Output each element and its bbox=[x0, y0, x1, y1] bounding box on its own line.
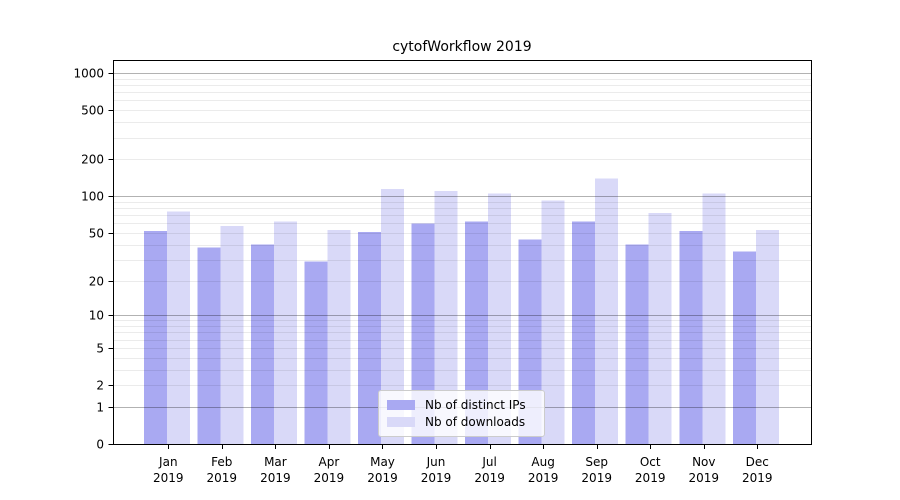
x-tick-label-month-nov-2019: Nov bbox=[692, 455, 715, 469]
bar-dec-2019-distinct-ips bbox=[732, 251, 756, 444]
bar-nov-2019-distinct-ips bbox=[679, 230, 703, 444]
x-tick-label-month-dec-2019: Dec bbox=[746, 455, 769, 469]
bar-jun-2019-distinct-ips bbox=[411, 223, 435, 444]
bar-apr-2019-downloads bbox=[327, 229, 351, 444]
bar-aug-2019-downloads bbox=[541, 200, 565, 444]
bar-jul-2019-downloads bbox=[488, 193, 512, 444]
bar-nov-2019-downloads bbox=[702, 193, 726, 444]
x-tick-label-year-mar-2019: 2019 bbox=[260, 471, 291, 485]
x-tick-label-year-jul-2019: 2019 bbox=[474, 471, 505, 485]
bar-oct-2019-distinct-ips bbox=[625, 244, 649, 444]
x-tick-label-year-nov-2019: 2019 bbox=[689, 471, 720, 485]
legend-label-downloads: Nb of downloads bbox=[425, 415, 526, 430]
bar-may-2019-distinct-ips bbox=[358, 231, 381, 444]
bar-dec-2019-downloads bbox=[755, 229, 779, 444]
x-tick-label-month-mar-2019: Mar bbox=[264, 455, 287, 469]
x-tick-label-month-feb-2019: Feb bbox=[211, 455, 232, 469]
x-tick-label-year-feb-2019: 2019 bbox=[207, 471, 238, 485]
bar-sep-2019-distinct-ips bbox=[572, 221, 596, 444]
bar-apr-2019-distinct-ips bbox=[304, 261, 328, 444]
x-tick-label-month-sep-2019: Sep bbox=[585, 455, 608, 469]
y-tick-label-1000: 1000 bbox=[73, 67, 104, 81]
legend-swatch-distinct-ips bbox=[387, 399, 415, 410]
chart-title: cytofWorkflow 2019 bbox=[392, 39, 531, 55]
bar-oct-2019-downloads bbox=[648, 212, 672, 444]
y-tick-label-2: 2 bbox=[96, 379, 104, 393]
y-tick-label-5: 5 bbox=[96, 342, 104, 356]
y-tick-label-500: 500 bbox=[81, 104, 104, 118]
minor-gridlines bbox=[113, 79, 811, 386]
legend-swatch-downloads bbox=[387, 417, 415, 428]
x-tick-label-month-may-2019: May bbox=[370, 455, 395, 469]
x-tick-label-month-jan-2019: Jan bbox=[158, 455, 178, 469]
y-tick-label-200: 200 bbox=[81, 153, 104, 167]
x-tick-label-year-sep-2019: 2019 bbox=[581, 471, 612, 485]
x-tick-label-year-may-2019: 2019 bbox=[367, 471, 398, 485]
x-tick-label-year-jan-2019: 2019 bbox=[153, 471, 184, 485]
bar-jul-2019-distinct-ips bbox=[465, 221, 489, 444]
y-tick-label-0: 0 bbox=[96, 438, 104, 452]
x-tick-label-year-dec-2019: 2019 bbox=[742, 471, 773, 485]
bar-jun-2019-downloads bbox=[434, 191, 458, 444]
y-tick-label-100: 100 bbox=[81, 190, 104, 204]
bar-jan-2019-downloads bbox=[166, 211, 190, 444]
y-tick-label-1: 1 bbox=[96, 401, 104, 415]
x-tick-label-year-apr-2019: 2019 bbox=[314, 471, 345, 485]
y-tick-label-20: 20 bbox=[89, 275, 104, 289]
x-tick-label-month-apr-2019: Apr bbox=[319, 455, 340, 469]
bar-jan-2019-distinct-ips bbox=[143, 230, 167, 444]
bar-sep-2019-downloads bbox=[595, 178, 619, 445]
x-tick-label-year-aug-2019: 2019 bbox=[528, 471, 559, 485]
bar-feb-2019-downloads bbox=[220, 226, 244, 444]
bar-may-2019-downloads bbox=[381, 188, 404, 444]
legend-item-downloads: Nb of downloads bbox=[387, 415, 536, 429]
x-tick-label-year-oct-2019: 2019 bbox=[635, 471, 666, 485]
y-tick-label-10: 10 bbox=[89, 309, 104, 323]
x-tick-label-month-aug-2019: Aug bbox=[531, 455, 554, 469]
bar-mar-2019-distinct-ips bbox=[250, 244, 274, 444]
bar-mar-2019-downloads bbox=[273, 221, 297, 444]
x-tick-label-year-jun-2019: 2019 bbox=[421, 471, 452, 485]
legend: Nb of distinct IPs Nb of downloads bbox=[378, 390, 545, 437]
bar-feb-2019-distinct-ips bbox=[197, 247, 221, 444]
legend-item-distinct-ips: Nb of distinct IPs bbox=[387, 398, 536, 412]
axes-layer: 0 1 2 5 10 20 50 100 200 500 1000 Jan 2019 Feb 2019 Mar… bbox=[73, 60, 812, 485]
x-tick-label-month-jul-2019: Jul bbox=[481, 455, 496, 469]
plot-border bbox=[113, 60, 812, 445]
x-tick-label-month-jun-2019: Jun bbox=[426, 455, 446, 469]
y-tick-label-50: 50 bbox=[89, 227, 104, 241]
x-tick-label-month-oct-2019: Oct bbox=[640, 455, 661, 469]
legend-label-distinct-ips: Nb of distinct IPs bbox=[425, 397, 526, 412]
